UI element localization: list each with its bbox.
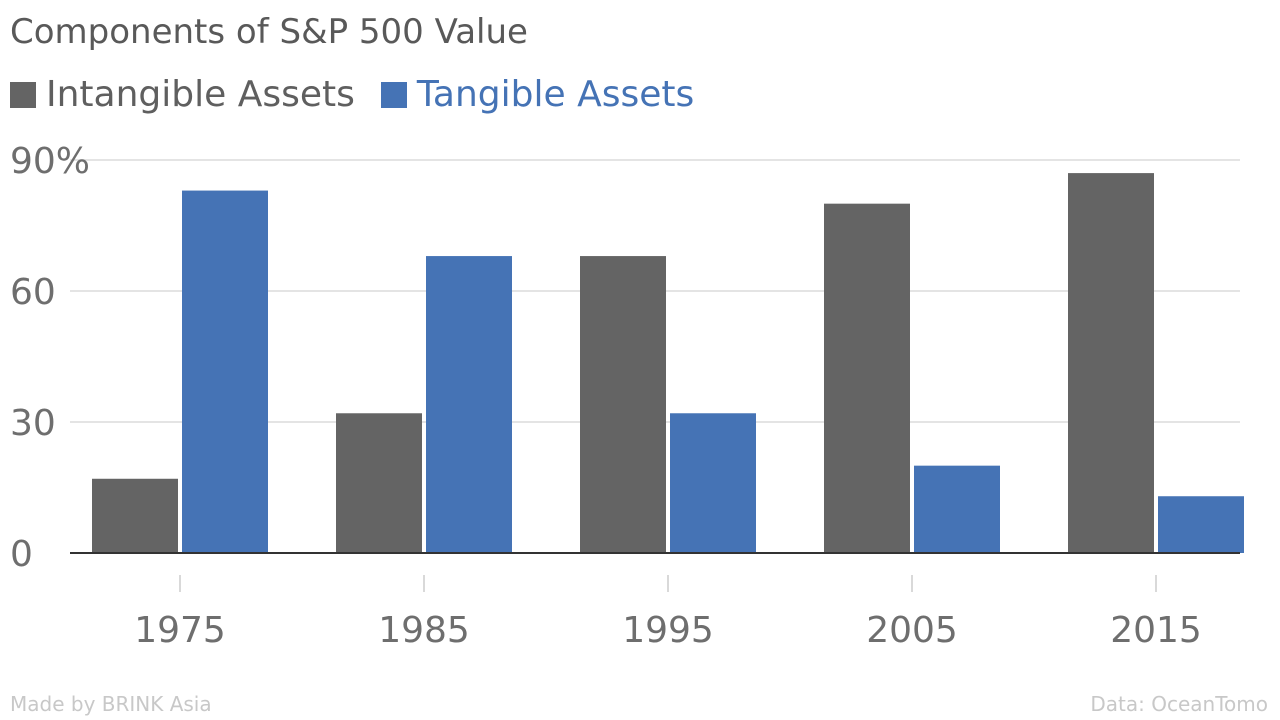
x-tick-label: 2005 [866,610,958,651]
x-tick-label: 1975 [134,610,226,651]
bar-intangible-2015 [1068,173,1154,553]
bar-tangible-1975 [182,190,268,554]
bar-intangible-1995 [580,256,666,553]
legend-item-tangible: Tangible Assets [380,74,695,115]
source-text: Data: OceanTomo [1090,692,1268,716]
chart-title: Components of S&P 500 Value [10,12,528,52]
bar-tangible-1985 [426,256,512,553]
bar-intangible-2005 [824,203,910,553]
credit-text: Made by BRINK Asia [10,692,212,716]
bar-tangible-1995 [670,413,756,553]
legend-swatch-intangible [10,81,36,108]
x-tick-label: 2015 [1110,610,1202,651]
x-tick-label: 1995 [622,610,714,651]
legend-swatch-tangible [380,81,407,108]
chart-legend: Intangible Assets Tangible Assets [10,74,720,115]
y-tick-label: 90% [10,141,90,182]
legend-label-intangible: Intangible Assets [46,74,355,115]
legend-label-tangible: Tangible Assets [416,74,695,115]
bar-intangible-1985 [336,413,422,553]
y-tick-label: 60 [10,272,56,313]
y-tick-label: 30 [10,403,56,444]
bar-tangible-2005 [914,465,1000,553]
y-tick-label: 0 [10,534,33,575]
bar-intangible-1975 [92,478,178,553]
bar-tangible-2015 [1158,496,1244,553]
x-tick-label: 1985 [378,610,470,651]
legend-item-intangible: Intangible Assets [10,74,355,115]
